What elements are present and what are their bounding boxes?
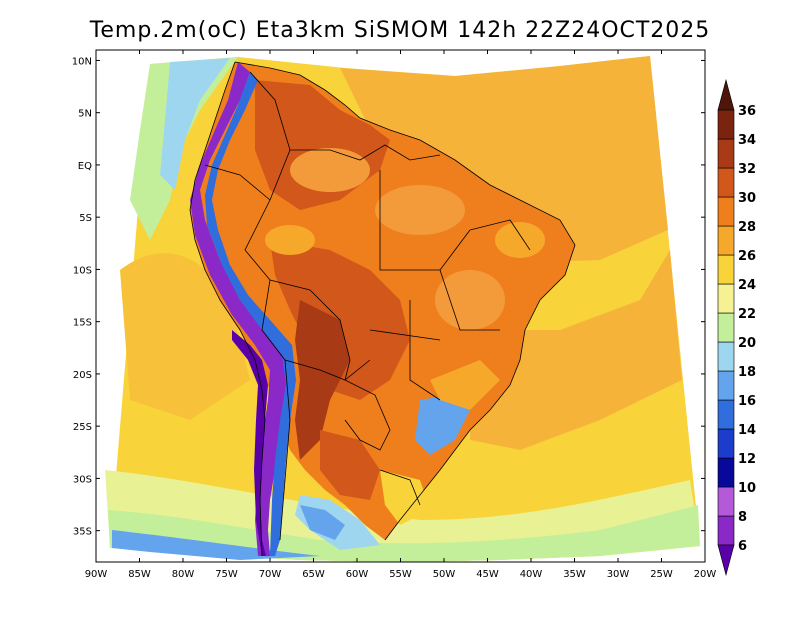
land-hot-south	[320, 430, 380, 500]
land-warm-patch	[265, 225, 315, 255]
land-mild-se-brazil	[430, 360, 500, 410]
colorbar-bin	[717, 138, 735, 169]
cool-la-plata	[300, 505, 345, 540]
ocean-warm-band	[340, 56, 668, 262]
land-warm-patch	[495, 222, 545, 258]
colorbar-bin	[717, 254, 735, 285]
colorbar-bin	[717, 515, 735, 546]
lon-tick-label: 25W	[650, 569, 673, 580]
border-states	[369, 170, 531, 401]
colorbar-label: 16	[738, 394, 756, 409]
lat-tick-label: 10S	[73, 265, 92, 276]
colorbar-bin	[717, 196, 735, 227]
lon-tick-label: 75W	[215, 569, 238, 580]
lon-tick-label: 20W	[694, 569, 717, 580]
colorbar-label: 30	[738, 191, 756, 206]
border-brazil-west	[244, 149, 351, 381]
colorbar-over-triangle	[717, 78, 735, 111]
land-warm-patch	[290, 148, 370, 192]
ocean-cold-band	[108, 505, 700, 562]
border-uruguay	[379, 469, 421, 506]
colorbar-bin	[717, 486, 735, 517]
lat-tick-label: 20S	[73, 370, 92, 381]
colorbar-bin	[717, 428, 735, 459]
lat-tick-label: 5N	[78, 109, 92, 120]
map-title: Temp.2m(oC) Eta3km SiSMOM 142h 22Z24OCT2…	[89, 18, 711, 43]
pacific-cool-strip-inner	[160, 58, 230, 190]
lat-tick-label: 25S	[73, 422, 92, 433]
colorbar-label: 22	[738, 307, 756, 322]
lon-tick-label: 60W	[346, 569, 369, 580]
land-cool-se-brazil	[415, 395, 470, 455]
colorbar-bin	[717, 312, 735, 343]
colorbar-label: 36	[738, 104, 756, 119]
border-colombia-venezuela	[249, 71, 291, 151]
land-warm-patch	[375, 185, 465, 235]
colorbar-label: 28	[738, 220, 756, 235]
ocean-warm-south-atlantic	[470, 250, 682, 450]
colorbar-under-triangle	[717, 544, 735, 577]
lon-tick-label: 30W	[607, 569, 630, 580]
colorbar-label: 6	[738, 539, 747, 554]
colorbar-label: 8	[738, 510, 747, 525]
lon-tick-label: 90W	[85, 569, 108, 580]
coastline-west	[189, 61, 266, 557]
colorbar-bin	[717, 283, 735, 314]
lon-tick-label: 85W	[128, 569, 151, 580]
lat-tick-label: 30S	[73, 474, 92, 485]
colorbar-bin	[717, 167, 735, 198]
lat-tick-label: 5S	[79, 213, 92, 224]
colorbar-bin	[717, 457, 735, 488]
country-borders	[189, 61, 576, 557]
latitude-axis: 10N 5N EQ 5S 10S 15S 20S 25S 30S 35S	[72, 56, 705, 538]
map-field	[105, 56, 700, 562]
border-bolivia	[261, 279, 371, 381]
colorbar-label: 34	[738, 133, 756, 148]
colorbar-label: 26	[738, 249, 756, 264]
border-argentina-chile	[279, 359, 291, 541]
lon-tick-label: 50W	[433, 569, 456, 580]
colorbar-label: 10	[738, 481, 756, 496]
colorbar-bin	[717, 225, 735, 256]
pacific-cool-strip	[130, 57, 238, 240]
lon-tick-label: 55W	[389, 569, 412, 580]
lat-tick-label: EQ	[78, 161, 92, 172]
colorbar-bin	[717, 109, 735, 140]
land-mild-south-brazil	[380, 470, 430, 525]
colorbar-label: 18	[738, 365, 756, 380]
lon-tick-label: 80W	[172, 569, 195, 580]
land-very-hot-chaco	[295, 300, 350, 460]
colorbar-bin	[717, 399, 735, 430]
border-brazil-north	[290, 144, 441, 161]
lon-tick-label: 65W	[302, 569, 325, 580]
border-peru-ecuador	[204, 164, 271, 201]
colorbar-label: 14	[738, 423, 756, 438]
colorbar-label: 12	[738, 452, 756, 467]
colorbar-bin	[717, 370, 735, 401]
lon-tick-label: 45W	[476, 569, 499, 580]
lon-tick-label: 40W	[520, 569, 543, 580]
lon-tick-label: 35W	[563, 569, 586, 580]
longitude-axis: 90W 85W 80W 75W 70W 65W 60W 55W 50W 45W 40W 35W 30W 2…	[85, 50, 717, 580]
colorbar-label: 24	[738, 278, 756, 293]
coastline	[234, 61, 576, 541]
colorbar-bin	[717, 341, 735, 372]
colorbar: 6 8 10 12 14 16 18 20 22 24 26 28 30 32 34 36	[717, 78, 756, 577]
andes-blue-fringe	[205, 72, 296, 556]
lat-tick-label: 15S	[73, 318, 92, 329]
lon-tick-label: 70W	[259, 569, 282, 580]
andes-cold-spine	[190, 62, 290, 556]
colorbar-label: 20	[738, 336, 756, 351]
lat-tick-label: 35S	[73, 527, 92, 538]
colorbar-label: 32	[738, 162, 756, 177]
andes-coldest-core	[232, 330, 268, 556]
lat-tick-label: 10N	[72, 56, 92, 67]
border-paraguay	[344, 379, 391, 451]
land-warm-patch	[435, 270, 505, 330]
